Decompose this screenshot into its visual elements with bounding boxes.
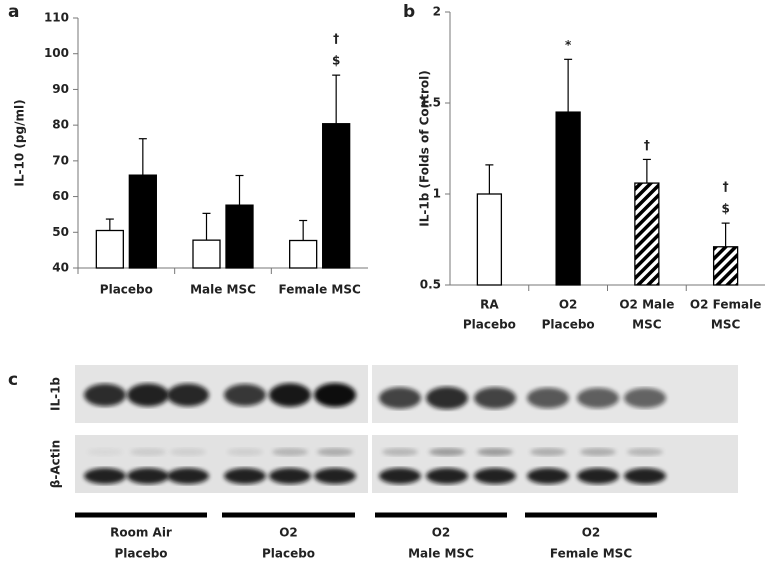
group-label: O2 bbox=[279, 526, 298, 540]
y-tick-label: 2 bbox=[433, 5, 441, 19]
y-tick-label: 0.5 bbox=[420, 278, 441, 292]
blot-membrane bbox=[75, 435, 368, 493]
blot-band bbox=[87, 448, 123, 456]
significance-mark: $ bbox=[332, 54, 340, 68]
y-axis-label: IL-1b (Folds of Control) bbox=[418, 70, 432, 226]
blot-band bbox=[127, 468, 169, 484]
x-tick-label: O2 Male bbox=[619, 298, 674, 312]
bar bbox=[289, 239, 318, 269]
significance-mark: * bbox=[565, 38, 572, 52]
significance-mark: † bbox=[723, 180, 729, 194]
bar bbox=[634, 182, 660, 286]
y-tick-label: 80 bbox=[52, 118, 69, 132]
panel-label: c bbox=[8, 370, 18, 390]
blot-band bbox=[474, 468, 516, 484]
blot-band bbox=[314, 468, 356, 484]
panel-label: b bbox=[403, 2, 415, 22]
x-tick-label: MSC bbox=[711, 318, 741, 332]
blot-band bbox=[379, 387, 421, 409]
blot-band bbox=[527, 387, 569, 409]
group-label: Placebo bbox=[262, 547, 315, 561]
blot-band bbox=[429, 448, 465, 456]
blot-band bbox=[269, 383, 311, 407]
bar bbox=[555, 111, 581, 286]
blot-band bbox=[127, 383, 169, 407]
y-tick-label: 70 bbox=[52, 153, 69, 167]
y-tick-label: 50 bbox=[52, 225, 69, 239]
bar bbox=[225, 204, 254, 269]
group-label: O2 bbox=[582, 526, 601, 540]
western-blot bbox=[75, 365, 738, 493]
bar bbox=[322, 123, 351, 269]
group-label: Female MSC bbox=[550, 547, 632, 561]
blot-band bbox=[530, 448, 566, 456]
significance-mark: $ bbox=[721, 202, 729, 216]
y-tick-label: 40 bbox=[52, 261, 69, 275]
blot-band bbox=[527, 468, 569, 484]
y-tick-label: 1.5 bbox=[420, 96, 441, 110]
group-label: Room Air bbox=[110, 526, 172, 540]
y-axis-label: IL-10 (pg/ml) bbox=[13, 99, 27, 186]
blot-band bbox=[224, 384, 266, 406]
bar bbox=[128, 174, 157, 269]
blot-band bbox=[624, 388, 666, 408]
y-tick-label: 90 bbox=[52, 82, 69, 96]
significance-mark: † bbox=[644, 138, 650, 152]
blot-band bbox=[314, 383, 356, 407]
y-tick-label: 1 bbox=[433, 187, 441, 201]
group-label: Placebo bbox=[114, 547, 167, 561]
blot-band bbox=[272, 448, 308, 456]
blot-band bbox=[627, 448, 663, 456]
group-label: O2 bbox=[432, 526, 451, 540]
bar bbox=[712, 246, 739, 286]
blot-band bbox=[224, 468, 266, 484]
blot-band bbox=[167, 468, 209, 484]
blot-band bbox=[269, 468, 311, 484]
blot-band bbox=[426, 386, 468, 410]
y-tick-label: 100 bbox=[44, 46, 69, 60]
panel-label: a bbox=[8, 2, 19, 22]
blot-band bbox=[84, 468, 126, 484]
blot-row-label: IL-1b bbox=[49, 377, 63, 411]
blot-band bbox=[382, 448, 418, 456]
blot-band bbox=[577, 387, 619, 409]
blot-band bbox=[227, 448, 263, 456]
blot-band bbox=[580, 448, 616, 456]
blot-row-label: β-Actin bbox=[49, 440, 63, 488]
blot-membrane bbox=[372, 435, 738, 493]
bar bbox=[95, 229, 124, 269]
blot-band bbox=[130, 448, 166, 456]
blot-band bbox=[577, 468, 619, 484]
x-tick-label: Placebo bbox=[542, 318, 595, 332]
bar bbox=[476, 193, 503, 286]
blot-band bbox=[477, 448, 513, 456]
significance-mark: † bbox=[333, 32, 339, 46]
blot-band bbox=[426, 468, 468, 484]
blot-band bbox=[167, 383, 209, 407]
x-tick-label: RA bbox=[480, 298, 499, 312]
blot-band bbox=[379, 468, 421, 484]
y-tick-label: 110 bbox=[44, 11, 69, 25]
x-tick-label: Male MSC bbox=[190, 283, 256, 297]
blot-band bbox=[170, 448, 206, 456]
x-tick-label: Placebo bbox=[463, 318, 516, 332]
blot-band bbox=[84, 383, 126, 407]
bar bbox=[192, 239, 221, 269]
x-tick-label: MSC bbox=[632, 318, 662, 332]
x-tick-label: O2 Female bbox=[690, 298, 761, 312]
blot-band bbox=[624, 468, 666, 484]
blot-band bbox=[474, 387, 516, 409]
x-tick-label: Female MSC bbox=[279, 283, 361, 297]
y-tick-label: 60 bbox=[52, 189, 69, 203]
x-tick-label: O2 bbox=[559, 298, 578, 312]
blot-band bbox=[317, 448, 353, 456]
x-tick-label: Placebo bbox=[100, 283, 153, 297]
group-label: Male MSC bbox=[408, 547, 474, 561]
